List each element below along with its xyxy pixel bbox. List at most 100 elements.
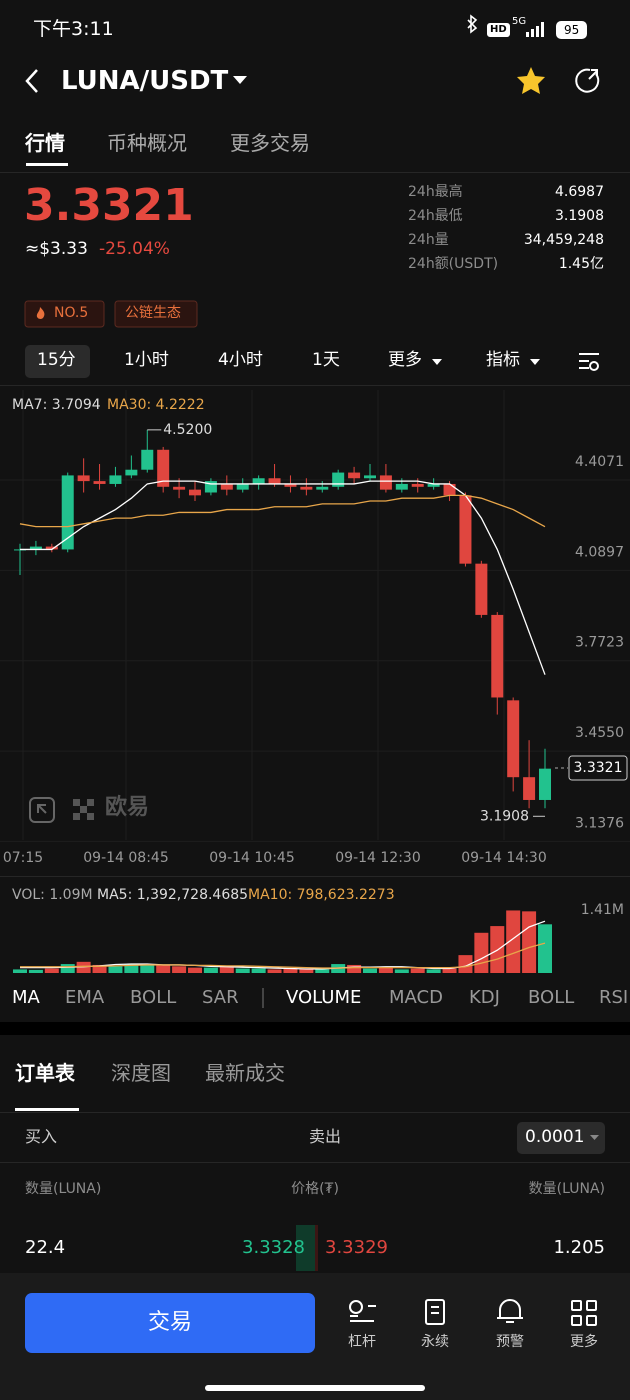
nav-label[interactable]: 更多 [570, 1334, 598, 1350]
candle-body [236, 483, 249, 490]
volume-bar [188, 967, 202, 973]
legend-entry: MA10: 798,623.2273 [248, 887, 395, 903]
bid-price: 3.3328 [242, 1237, 305, 1258]
pair-title: LUNA/USDT [61, 66, 229, 96]
orderbook-tab-underline [15, 1108, 79, 1111]
back-button[interactable] [25, 69, 38, 93]
x-tick-label: 09-14 12:30 [335, 850, 420, 866]
nav-label[interactable]: 永续 [421, 1334, 449, 1350]
depth-bar-bid [296, 1225, 315, 1271]
y-tick-label: 3.1376 [575, 815, 624, 831]
volume-bar [60, 964, 75, 973]
tab[interactable]: 币种概况 [107, 131, 187, 155]
candle-body [411, 483, 424, 487]
ask-quantity: 1.205 [553, 1237, 605, 1258]
candle-body [45, 546, 58, 550]
nav-label[interactable]: 预警 [496, 1334, 524, 1350]
buy-label: 买入 [25, 1127, 58, 1146]
volume-bar [267, 969, 282, 973]
bluetooth-icon [467, 14, 478, 34]
volume-bar [474, 932, 489, 973]
y-tick-label: 3.4550 [575, 725, 624, 741]
indicator-tab[interactable]: RSI [599, 987, 629, 1008]
interval[interactable]: 更多 [388, 350, 422, 370]
candle-body [220, 483, 233, 490]
tab[interactable]: 行情 [25, 131, 65, 155]
indicator-tab[interactable]: BOLL [130, 987, 177, 1008]
candle-body [316, 486, 329, 490]
volume-bar [299, 968, 314, 973]
x-tick-label: 09-14 08:45 [83, 850, 168, 866]
pair-dropdown[interactable] [233, 76, 247, 84]
indicator-tab[interactable]: SAR [202, 987, 239, 1008]
tab[interactable]: 更多交易 [230, 131, 310, 155]
depth-bar-ask [315, 1225, 318, 1271]
settings-icon[interactable] [579, 353, 599, 371]
volume-bar [172, 966, 187, 973]
precision-box[interactable] [517, 1122, 605, 1154]
usd-price: ≈$3.33 [25, 239, 88, 259]
tab-underline [26, 163, 68, 166]
trade-button-label[interactable]: 交易 [147, 1310, 192, 1335]
volume-bar [522, 911, 537, 973]
indicator-tab[interactable]: EMA [65, 987, 105, 1008]
volume-bar [363, 968, 377, 973]
interval[interactable]: 4小时 [218, 350, 263, 370]
volume-bar [92, 964, 107, 973]
candle-body [348, 472, 361, 479]
tag-box [114, 300, 198, 328]
signal: 5G [512, 16, 527, 27]
interval[interactable]: 1小时 [124, 350, 169, 370]
interval[interactable]: 1天 [312, 350, 340, 370]
watermark-logo [29, 797, 55, 823]
indicator-tab[interactable]: MACD [389, 987, 443, 1008]
candle-body [93, 481, 106, 484]
nav-label[interactable]: 杠杆 [348, 1334, 376, 1350]
volume-ma-line [20, 942, 546, 969]
precision[interactable]: 0.0001 [525, 1127, 585, 1147]
orderbook-tab[interactable]: 深度图 [111, 1061, 171, 1085]
high-label: 4.5200 [163, 422, 212, 438]
ma-line [20, 480, 546, 675]
interval[interactable]: 指标 [486, 350, 520, 370]
share-icon[interactable] [575, 68, 600, 93]
indicator-tab[interactable]: KDJ [469, 987, 500, 1008]
candle-body [427, 483, 440, 487]
volume-bar [108, 966, 123, 973]
favorite-star[interactable] [517, 67, 545, 94]
candle-body [204, 481, 217, 493]
divider [0, 1162, 630, 1163]
y-tick-label: 4.4071 [575, 454, 624, 470]
indicator-tab[interactable]: MA [12, 987, 40, 1008]
price-change: -25.04% [99, 239, 170, 259]
interval[interactable]: 15分 [37, 350, 76, 370]
home-indicator [205, 1385, 425, 1391]
stat-value: 34,459,248 [523, 232, 604, 248]
legend-entry: MA7: 3.7094 [12, 397, 101, 413]
x-tick-label: 09-14 14:30 [461, 850, 546, 866]
y-tick-label: 4.0897 [575, 544, 624, 560]
volume-bar [76, 961, 91, 973]
volume-bar [506, 910, 521, 973]
candle-body [332, 472, 345, 487]
volume-bar [442, 968, 457, 973]
orderbook-tab[interactable]: 订单表 [15, 1061, 75, 1085]
volume-bar [410, 968, 425, 973]
volume-bar [13, 969, 27, 973]
indicator-tab[interactable]: BOLL [528, 987, 575, 1008]
candle-body [141, 449, 154, 470]
candle-body [268, 478, 281, 484]
indicator-tab[interactable]: VOLUME [286, 987, 362, 1008]
precision-arrow [590, 1135, 599, 1140]
volume-bar [426, 969, 441, 973]
ma-line [19, 494, 546, 528]
orderbook-tab[interactable]: 最新成交 [205, 1061, 285, 1085]
stat-label: 24h额(USDT) [408, 256, 499, 272]
trade-button[interactable] [25, 1293, 315, 1353]
volume-bar [378, 967, 393, 973]
tag: 公链生态 [125, 305, 181, 321]
column-header: 数量(LUNA) [25, 1181, 102, 1197]
